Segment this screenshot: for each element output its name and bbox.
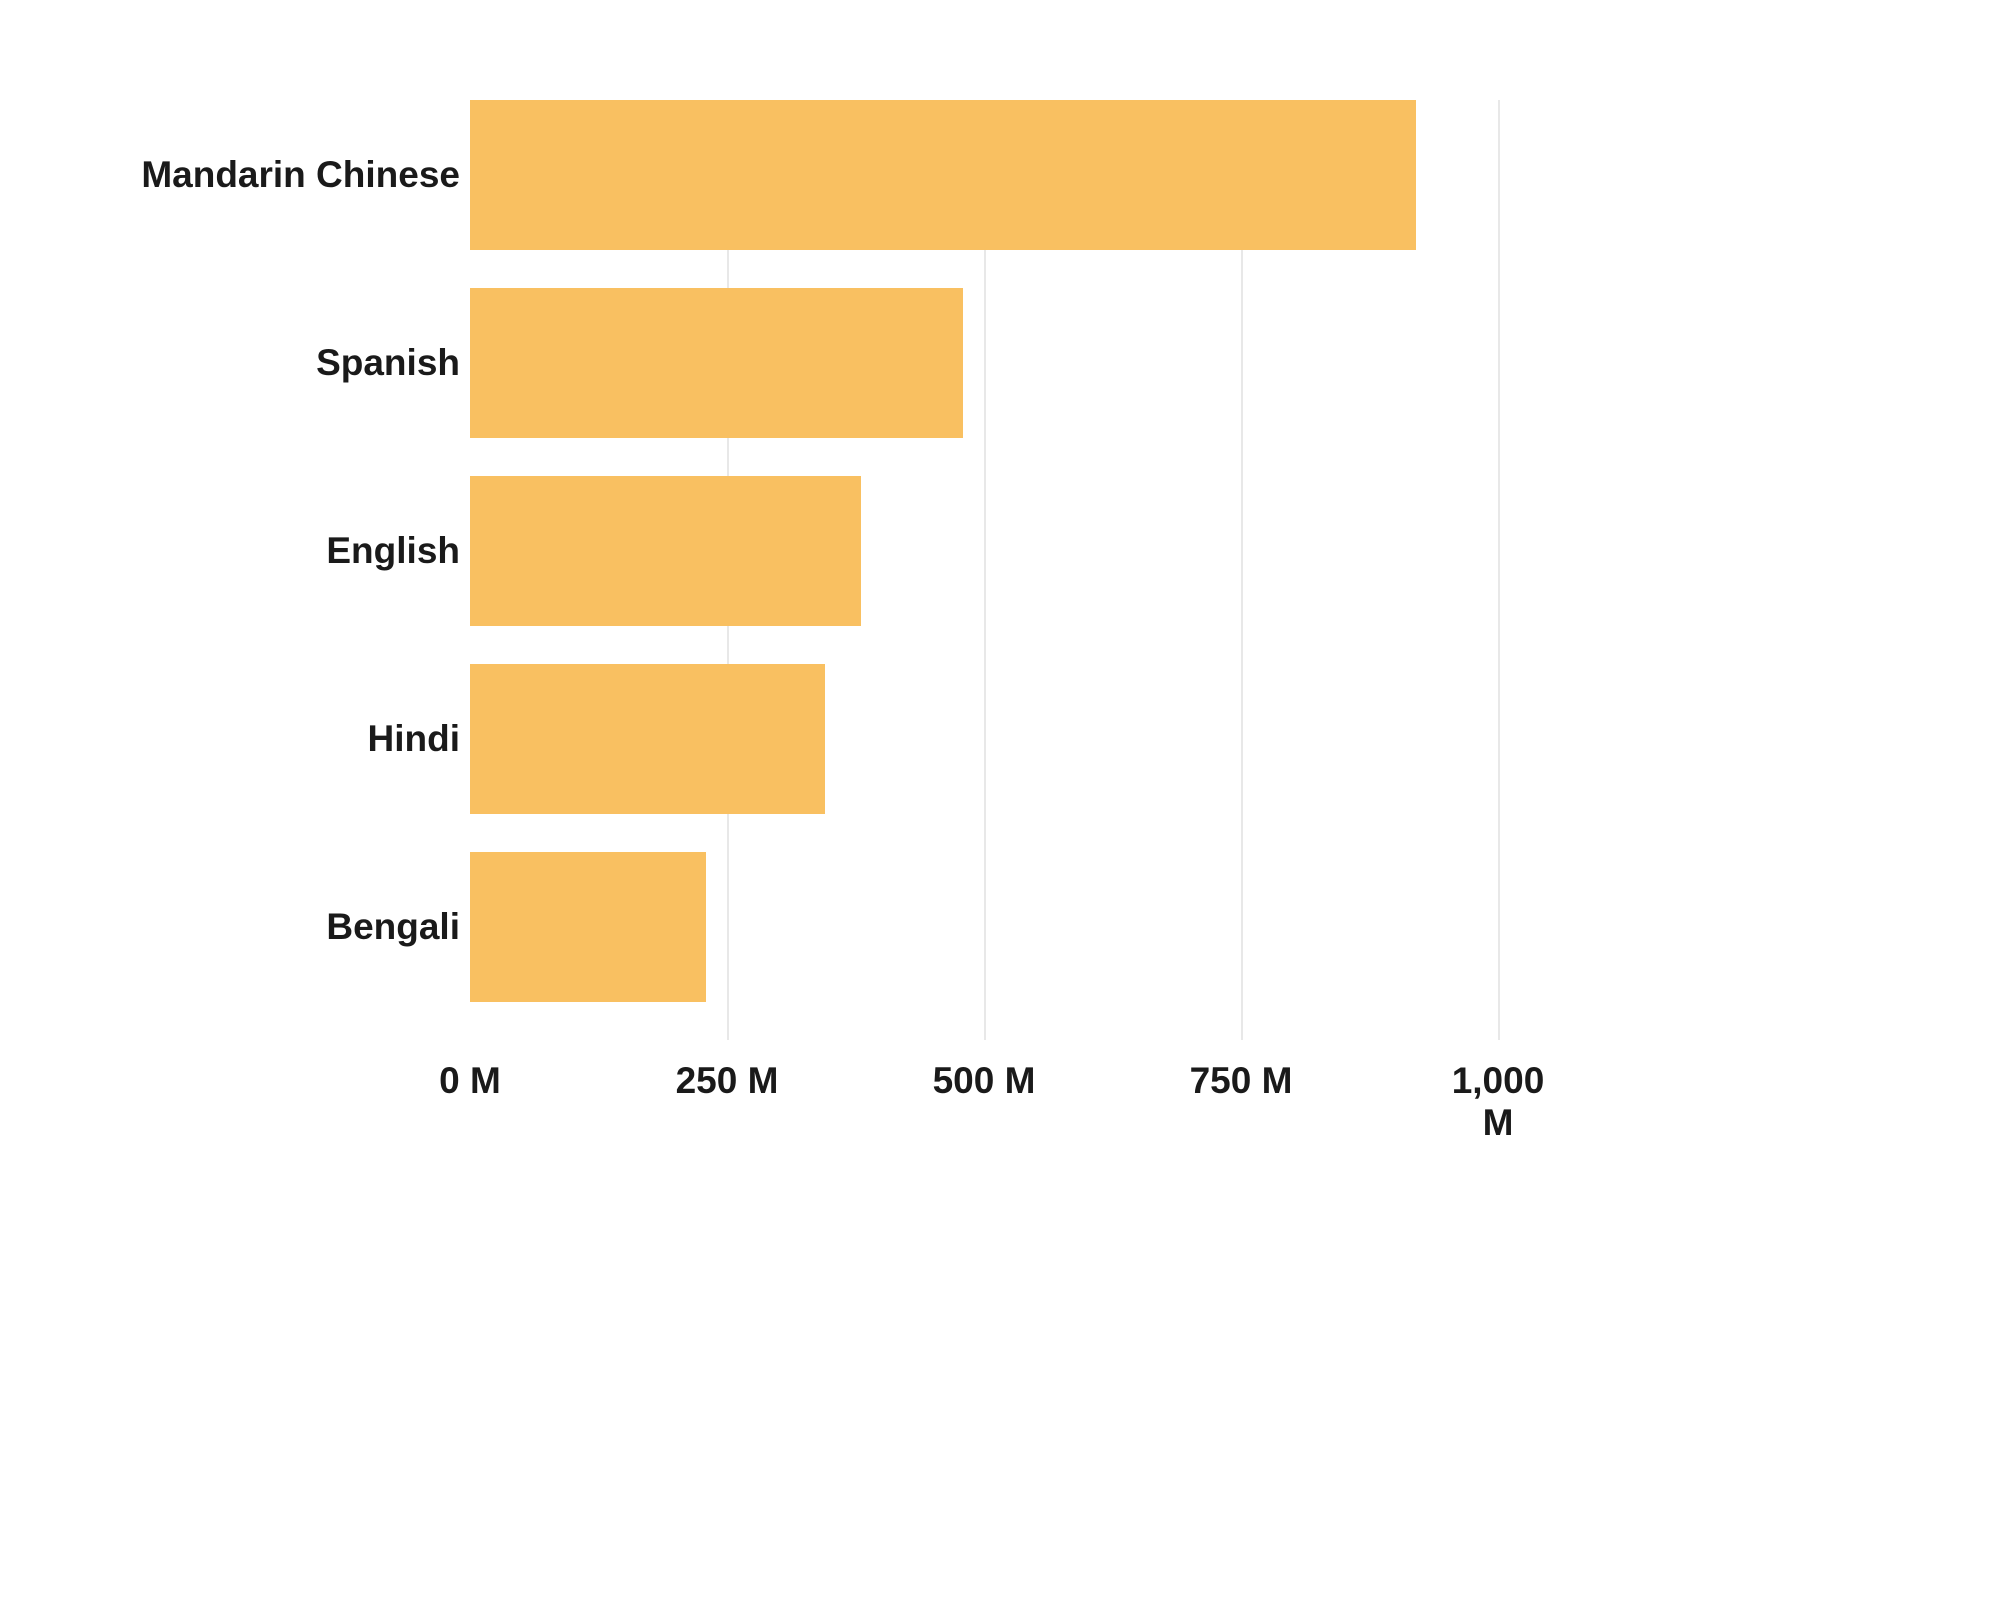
x-axis-label: 250 M bbox=[676, 1060, 779, 1102]
y-axis-label: Mandarin Chinese bbox=[120, 100, 460, 250]
y-axis-label: Spanish bbox=[120, 288, 460, 438]
x-axis-label: 500 M bbox=[933, 1060, 1036, 1102]
y-axis-label: Bengali bbox=[120, 852, 460, 1002]
plot-area bbox=[470, 100, 1498, 1040]
bar bbox=[470, 852, 706, 1002]
x-axis-label: 750 M bbox=[1190, 1060, 1293, 1102]
bar bbox=[470, 476, 861, 626]
bar bbox=[470, 100, 1416, 250]
bar bbox=[470, 288, 963, 438]
bar bbox=[470, 664, 825, 814]
x-axis-label: 1,000 M bbox=[1452, 1060, 1545, 1144]
y-axis-label: Hindi bbox=[120, 664, 460, 814]
x-axis-label: 0 M bbox=[439, 1060, 501, 1102]
gridline bbox=[1498, 100, 1500, 1040]
bar-chart: Mandarin Chinese Spanish English Hindi Benga… bbox=[120, 100, 1520, 1160]
y-axis-label: English bbox=[120, 476, 460, 626]
